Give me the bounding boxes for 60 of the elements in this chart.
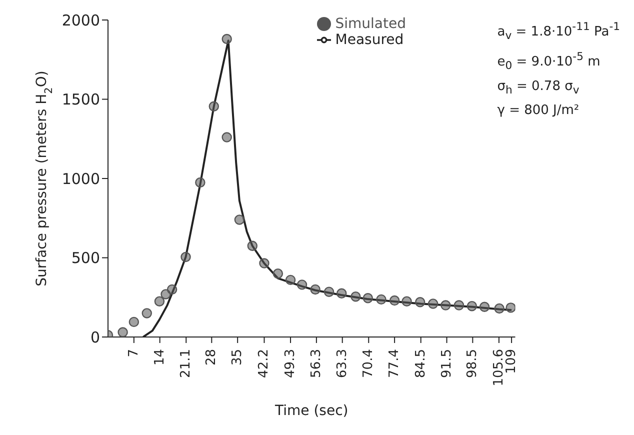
point: [259, 258, 270, 268]
point: [324, 286, 334, 297]
y-tick-label: 500: [71, 249, 100, 268]
point: [362, 293, 374, 304]
point: [180, 252, 191, 262]
point: [247, 240, 258, 251]
x-tick-label: 98.5: [465, 349, 480, 378]
y-tick-label: 0: [90, 328, 100, 346]
point: [454, 300, 464, 310]
x-tick-label: 35: [230, 349, 246, 366]
point: [222, 132, 232, 142]
point: [336, 288, 347, 299]
point: [389, 295, 400, 306]
point: [310, 284, 320, 295]
text: a$_{v}$ = 1.8·10$^{-11}$ Pa$^{-1}$: [497, 20, 620, 42]
point: [506, 302, 516, 313]
x-tick-label: 91.5: [439, 349, 454, 378]
x-tick-label: 21.1: [178, 349, 194, 378]
point: [272, 268, 284, 279]
x-axis-title: Time (sec): [274, 403, 348, 419]
point: [234, 214, 245, 225]
x-tick-label: 70.4: [361, 349, 376, 378]
point: [154, 296, 165, 306]
legend-label: Simulated: [335, 16, 406, 32]
point: [118, 327, 128, 337]
point: [350, 291, 361, 302]
x-tick-label: 42.2: [256, 349, 272, 378]
point: [440, 300, 451, 310]
x-tick-label: 63.3: [334, 349, 350, 378]
legend-label: Measured: [335, 32, 404, 48]
point: [414, 297, 426, 308]
point: [376, 294, 386, 305]
text: e$_{0}$ = 9.0·10$^{-5}$ m: [497, 50, 600, 72]
point: [208, 101, 219, 112]
point: [195, 177, 206, 188]
text: γ = 800 J/m²: [497, 103, 580, 118]
y-tick-label: 1500: [62, 90, 100, 109]
point: [479, 302, 490, 312]
point: [142, 308, 152, 318]
point: [128, 316, 140, 328]
point: [222, 34, 232, 44]
y-tick-label: 1000: [62, 170, 100, 188]
point: [166, 284, 178, 295]
point: [402, 296, 412, 306]
point: [494, 303, 504, 314]
x-tick-label: 7: [126, 349, 142, 358]
point: [466, 300, 478, 312]
point: [296, 280, 308, 290]
x-tick-label: 109: [504, 349, 520, 374]
x-tick-label: 77.4: [387, 349, 402, 378]
x-tick-label: 84.5: [413, 349, 428, 378]
point: [428, 298, 438, 309]
x-tick-label: 56.3: [308, 349, 324, 378]
text: σ$_{h}$ = 0.78 σ$_{v}$: [497, 78, 580, 96]
x-tick-label: 105.6: [491, 349, 506, 386]
x-tick-label: 49.3: [283, 349, 298, 378]
y-tick-label: 2000: [62, 11, 100, 30]
x-tick-label: 28: [204, 349, 220, 366]
x-tick-label: 14: [152, 349, 168, 366]
point: [285, 274, 296, 286]
